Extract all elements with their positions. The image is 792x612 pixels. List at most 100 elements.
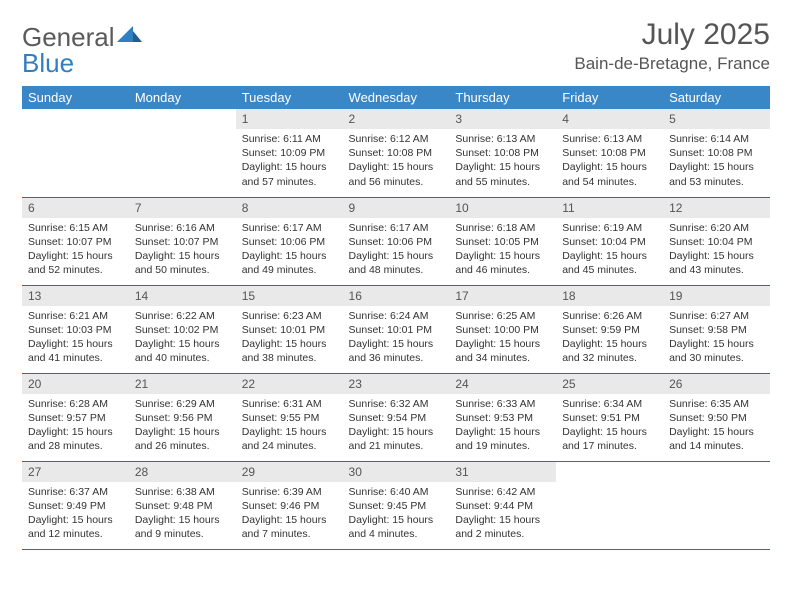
calendar-table: SundayMondayTuesdayWednesdayThursdayFrid… xyxy=(22,86,770,550)
day-details: Sunrise: 6:35 AMSunset: 9:50 PMDaylight:… xyxy=(663,394,770,459)
day-number: 14 xyxy=(129,286,236,306)
day-cell: 7Sunrise: 6:16 AMSunset: 10:07 PMDayligh… xyxy=(129,197,236,285)
brand-logo: General Blue xyxy=(22,18,143,76)
empty-cell xyxy=(556,461,663,549)
day-cell: 14Sunrise: 6:22 AMSunset: 10:02 PMDaylig… xyxy=(129,285,236,373)
calendar-row: 20Sunrise: 6:28 AMSunset: 9:57 PMDayligh… xyxy=(22,373,770,461)
day-details: Sunrise: 6:20 AMSunset: 10:04 PMDaylight… xyxy=(663,218,770,283)
calendar-page: General Blue July 2025 Bain-de-Bretagne,… xyxy=(0,0,792,568)
day-number: 15 xyxy=(236,286,343,306)
day-number: 16 xyxy=(343,286,450,306)
brand-line2: Blue xyxy=(22,48,74,78)
day-cell: 16Sunrise: 6:24 AMSunset: 10:01 PMDaylig… xyxy=(343,285,450,373)
day-number: 2 xyxy=(343,109,450,129)
weekday-header: Sunday xyxy=(22,86,129,109)
day-number: 25 xyxy=(556,374,663,394)
day-cell: 10Sunrise: 6:18 AMSunset: 10:05 PMDaylig… xyxy=(449,197,556,285)
day-cell: 2Sunrise: 6:12 AMSunset: 10:08 PMDayligh… xyxy=(343,109,450,197)
day-cell: 17Sunrise: 6:25 AMSunset: 10:00 PMDaylig… xyxy=(449,285,556,373)
day-number: 28 xyxy=(129,462,236,482)
calendar-head: SundayMondayTuesdayWednesdayThursdayFrid… xyxy=(22,86,770,109)
calendar-row: 13Sunrise: 6:21 AMSunset: 10:03 PMDaylig… xyxy=(22,285,770,373)
day-details: Sunrise: 6:38 AMSunset: 9:48 PMDaylight:… xyxy=(129,482,236,547)
day-details: Sunrise: 6:16 AMSunset: 10:07 PMDaylight… xyxy=(129,218,236,283)
day-details: Sunrise: 6:11 AMSunset: 10:09 PMDaylight… xyxy=(236,129,343,194)
day-cell: 21Sunrise: 6:29 AMSunset: 9:56 PMDayligh… xyxy=(129,373,236,461)
day-cell: 18Sunrise: 6:26 AMSunset: 9:59 PMDayligh… xyxy=(556,285,663,373)
day-number: 20 xyxy=(22,374,129,394)
day-cell: 6Sunrise: 6:15 AMSunset: 10:07 PMDayligh… xyxy=(22,197,129,285)
day-cell: 8Sunrise: 6:17 AMSunset: 10:06 PMDayligh… xyxy=(236,197,343,285)
day-number: 24 xyxy=(449,374,556,394)
day-number: 7 xyxy=(129,198,236,218)
day-number: 11 xyxy=(556,198,663,218)
title-block: July 2025 Bain-de-Bretagne, France xyxy=(574,18,770,74)
day-number: 26 xyxy=(663,374,770,394)
day-details: Sunrise: 6:23 AMSunset: 10:01 PMDaylight… xyxy=(236,306,343,371)
day-number: 19 xyxy=(663,286,770,306)
day-details: Sunrise: 6:34 AMSunset: 9:51 PMDaylight:… xyxy=(556,394,663,459)
day-cell: 12Sunrise: 6:20 AMSunset: 10:04 PMDaylig… xyxy=(663,197,770,285)
day-cell: 4Sunrise: 6:13 AMSunset: 10:08 PMDayligh… xyxy=(556,109,663,197)
day-number: 12 xyxy=(663,198,770,218)
day-details: Sunrise: 6:39 AMSunset: 9:46 PMDaylight:… xyxy=(236,482,343,547)
day-cell: 31Sunrise: 6:42 AMSunset: 9:44 PMDayligh… xyxy=(449,461,556,549)
day-cell: 15Sunrise: 6:23 AMSunset: 10:01 PMDaylig… xyxy=(236,285,343,373)
day-number: 3 xyxy=(449,109,556,129)
weekday-header: Tuesday xyxy=(236,86,343,109)
day-cell: 28Sunrise: 6:38 AMSunset: 9:48 PMDayligh… xyxy=(129,461,236,549)
location-label: Bain-de-Bretagne, France xyxy=(574,54,770,74)
day-details: Sunrise: 6:17 AMSunset: 10:06 PMDaylight… xyxy=(343,218,450,283)
weekday-row: SundayMondayTuesdayWednesdayThursdayFrid… xyxy=(22,86,770,109)
day-number: 27 xyxy=(22,462,129,482)
day-number: 23 xyxy=(343,374,450,394)
empty-cell xyxy=(129,109,236,197)
day-number: 4 xyxy=(556,109,663,129)
day-cell: 19Sunrise: 6:27 AMSunset: 9:58 PMDayligh… xyxy=(663,285,770,373)
day-number: 13 xyxy=(22,286,129,306)
day-details: Sunrise: 6:18 AMSunset: 10:05 PMDaylight… xyxy=(449,218,556,283)
day-cell: 11Sunrise: 6:19 AMSunset: 10:04 PMDaylig… xyxy=(556,197,663,285)
day-details: Sunrise: 6:31 AMSunset: 9:55 PMDaylight:… xyxy=(236,394,343,459)
day-number: 6 xyxy=(22,198,129,218)
header: General Blue July 2025 Bain-de-Bretagne,… xyxy=(22,18,770,76)
day-details: Sunrise: 6:22 AMSunset: 10:02 PMDaylight… xyxy=(129,306,236,371)
day-details: Sunrise: 6:37 AMSunset: 9:49 PMDaylight:… xyxy=(22,482,129,547)
empty-cell xyxy=(22,109,129,197)
day-number: 31 xyxy=(449,462,556,482)
day-cell: 29Sunrise: 6:39 AMSunset: 9:46 PMDayligh… xyxy=(236,461,343,549)
day-cell: 23Sunrise: 6:32 AMSunset: 9:54 PMDayligh… xyxy=(343,373,450,461)
day-details: Sunrise: 6:13 AMSunset: 10:08 PMDaylight… xyxy=(556,129,663,194)
day-cell: 20Sunrise: 6:28 AMSunset: 9:57 PMDayligh… xyxy=(22,373,129,461)
calendar-row: 1Sunrise: 6:11 AMSunset: 10:09 PMDayligh… xyxy=(22,109,770,197)
day-details: Sunrise: 6:19 AMSunset: 10:04 PMDaylight… xyxy=(556,218,663,283)
day-cell: 13Sunrise: 6:21 AMSunset: 10:03 PMDaylig… xyxy=(22,285,129,373)
day-cell: 26Sunrise: 6:35 AMSunset: 9:50 PMDayligh… xyxy=(663,373,770,461)
day-number: 10 xyxy=(449,198,556,218)
weekday-header: Friday xyxy=(556,86,663,109)
day-details: Sunrise: 6:40 AMSunset: 9:45 PMDaylight:… xyxy=(343,482,450,547)
weekday-header: Monday xyxy=(129,86,236,109)
day-details: Sunrise: 6:17 AMSunset: 10:06 PMDaylight… xyxy=(236,218,343,283)
day-details: Sunrise: 6:24 AMSunset: 10:01 PMDaylight… xyxy=(343,306,450,371)
calendar-row: 6Sunrise: 6:15 AMSunset: 10:07 PMDayligh… xyxy=(22,197,770,285)
day-number: 29 xyxy=(236,462,343,482)
day-number: 8 xyxy=(236,198,343,218)
day-cell: 25Sunrise: 6:34 AMSunset: 9:51 PMDayligh… xyxy=(556,373,663,461)
day-number: 30 xyxy=(343,462,450,482)
day-details: Sunrise: 6:15 AMSunset: 10:07 PMDaylight… xyxy=(22,218,129,283)
day-details: Sunrise: 6:28 AMSunset: 9:57 PMDaylight:… xyxy=(22,394,129,459)
day-number: 21 xyxy=(129,374,236,394)
calendar-row: 27Sunrise: 6:37 AMSunset: 9:49 PMDayligh… xyxy=(22,461,770,549)
day-details: Sunrise: 6:14 AMSunset: 10:08 PMDaylight… xyxy=(663,129,770,194)
day-details: Sunrise: 6:32 AMSunset: 9:54 PMDaylight:… xyxy=(343,394,450,459)
day-details: Sunrise: 6:26 AMSunset: 9:59 PMDaylight:… xyxy=(556,306,663,371)
day-number: 1 xyxy=(236,109,343,129)
weekday-header: Wednesday xyxy=(343,86,450,109)
day-number: 9 xyxy=(343,198,450,218)
weekday-header: Thursday xyxy=(449,86,556,109)
day-cell: 3Sunrise: 6:13 AMSunset: 10:08 PMDayligh… xyxy=(449,109,556,197)
day-cell: 9Sunrise: 6:17 AMSunset: 10:06 PMDayligh… xyxy=(343,197,450,285)
day-cell: 30Sunrise: 6:40 AMSunset: 9:45 PMDayligh… xyxy=(343,461,450,549)
calendar-body: 1Sunrise: 6:11 AMSunset: 10:09 PMDayligh… xyxy=(22,109,770,549)
